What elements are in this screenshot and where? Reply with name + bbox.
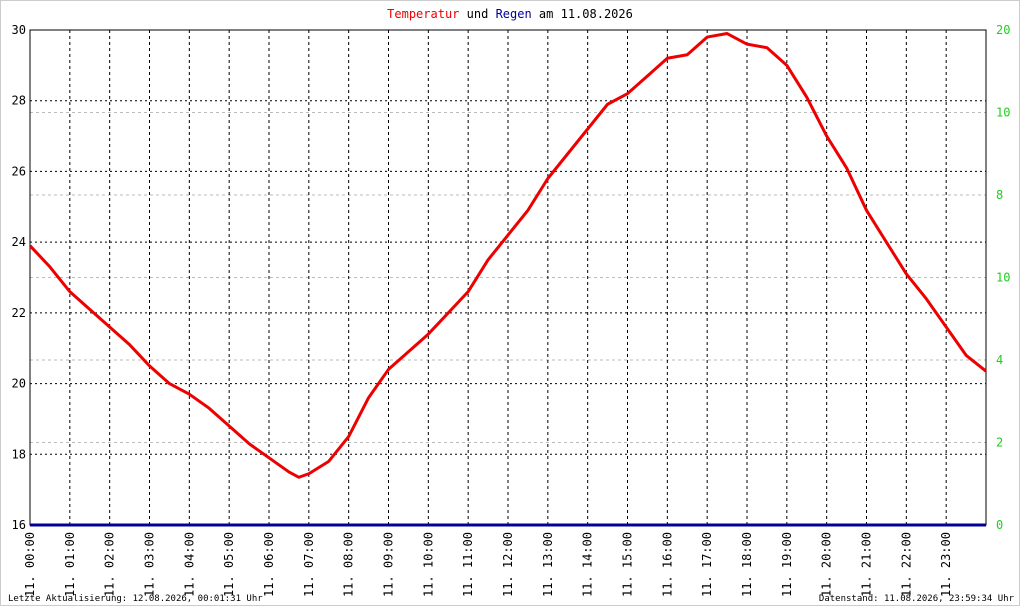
y2-tick-label: 10 <box>996 106 1010 120</box>
y-tick-label: 18 <box>12 447 26 461</box>
y2-tick-label: 0 <box>996 518 1003 532</box>
x-tick-label: 11. 20:00 <box>820 532 834 597</box>
x-tick-label: 11. 00:00 <box>23 532 37 597</box>
series-line <box>28 32 987 479</box>
x-tick-label: 11. 07:00 <box>302 532 316 597</box>
y-tick-label: 20 <box>12 377 26 391</box>
y2-tick-label: 10 <box>996 271 1010 285</box>
x-tick-label: 11. 02:00 <box>103 532 117 597</box>
y2-tick-label: 2 <box>996 436 1003 450</box>
y-tick-label: 28 <box>12 94 26 108</box>
x-tick-label: 11. 17:00 <box>700 532 714 597</box>
x-tick-label: 11. 01:00 <box>63 532 77 597</box>
x-tick-label: 11. 10:00 <box>421 532 435 597</box>
x-tick-label: 11. 05:00 <box>222 532 236 597</box>
y-tick-label: 22 <box>12 306 26 320</box>
x-tick-label: 11. 22:00 <box>899 532 913 597</box>
x-tick-label: 11. 21:00 <box>860 532 874 597</box>
x-tick-label: 11. 09:00 <box>382 532 396 597</box>
x-tick-label: 11. 12:00 <box>501 532 515 597</box>
y-tick-label: 26 <box>12 164 26 178</box>
title-und: und <box>467 7 489 21</box>
footer-right: Datenstand: 11.08.2026, 23:59:34 Uhr <box>819 594 1015 604</box>
x-tick-label: 11. 13:00 <box>541 532 555 597</box>
x-tick-label: 11. 18:00 <box>740 532 754 597</box>
x-tick-label: 11. 03:00 <box>143 532 157 597</box>
x-tick-label: 11. 23:00 <box>939 532 953 597</box>
y-tick-label: 24 <box>12 235 26 249</box>
x-tick-label: 11. 15:00 <box>621 532 635 597</box>
x-tick-label: 11. 16:00 <box>660 532 674 597</box>
x-tick-label: 11. 08:00 <box>342 532 356 597</box>
title-date: am 11.08.2026 <box>539 7 633 21</box>
x-tick-label: 11. 19:00 <box>780 532 794 597</box>
title-regen: Regen <box>496 7 532 21</box>
y-tick-label: 16 <box>12 518 26 532</box>
footer-left: Letzte Aktualisierung: 12.08.2026, 00:01… <box>8 594 263 604</box>
y2-tick-label: 20 <box>996 23 1010 37</box>
chart-title: Temperatur und Regen am 11.08.2026 <box>387 7 633 21</box>
y-tick-label: 30 <box>12 23 26 37</box>
x-tick-label: 11. 04:00 <box>182 532 196 597</box>
title-temp: Temperatur <box>387 7 459 21</box>
x-tick-label: 11. 11:00 <box>461 532 475 597</box>
x-tick-label: 11. 06:00 <box>262 532 276 597</box>
x-tick-label: 11. 14:00 <box>581 532 595 597</box>
y2-tick-label: 4 <box>996 353 1003 367</box>
y2-tick-label: 8 <box>996 188 1003 202</box>
